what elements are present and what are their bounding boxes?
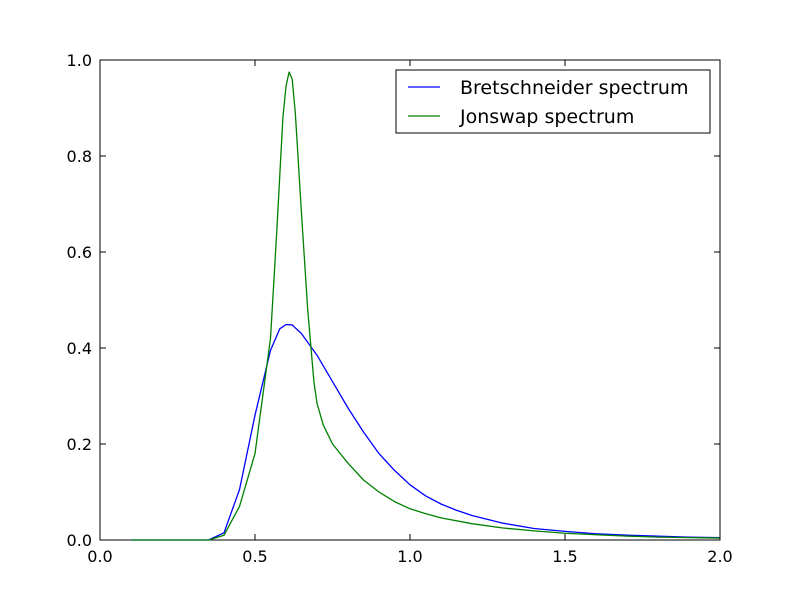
x-tick-label: 1.5 — [552, 547, 577, 566]
legend-label: Bretschneider spectrum — [460, 77, 688, 99]
axes-frame — [99, 59, 721, 541]
x-tick-label: 0.0 — [87, 547, 112, 566]
x-tick-label: 1.0 — [397, 547, 422, 566]
legend-box — [395, 69, 711, 134]
legend-label: Jonswap spectrum — [459, 106, 634, 128]
series-line-jonswap — [131, 71, 721, 541]
y-tick-label: 0.2 — [67, 435, 92, 454]
x-tick-label: 2.0 — [707, 547, 732, 566]
x-tick-label: 0.5 — [242, 547, 267, 566]
y-tick-label: 0.0 — [67, 531, 92, 550]
plot-area — [99, 59, 721, 541]
series-layer — [131, 71, 721, 541]
y-tick-label: 1.0 — [67, 51, 92, 70]
y-tick-label: 0.6 — [67, 243, 92, 262]
y-tick-label: 0.4 — [67, 339, 92, 358]
ticks-layer: 0.0 0.5 1.0 1.5 2.0 0.0 0.2 0.4 0.6 0.8 1.0 — [67, 51, 733, 566]
y-tick-label: 0.8 — [67, 147, 92, 166]
legend: Bretschneider spectrum Jonswap spectrum — [395, 69, 711, 134]
